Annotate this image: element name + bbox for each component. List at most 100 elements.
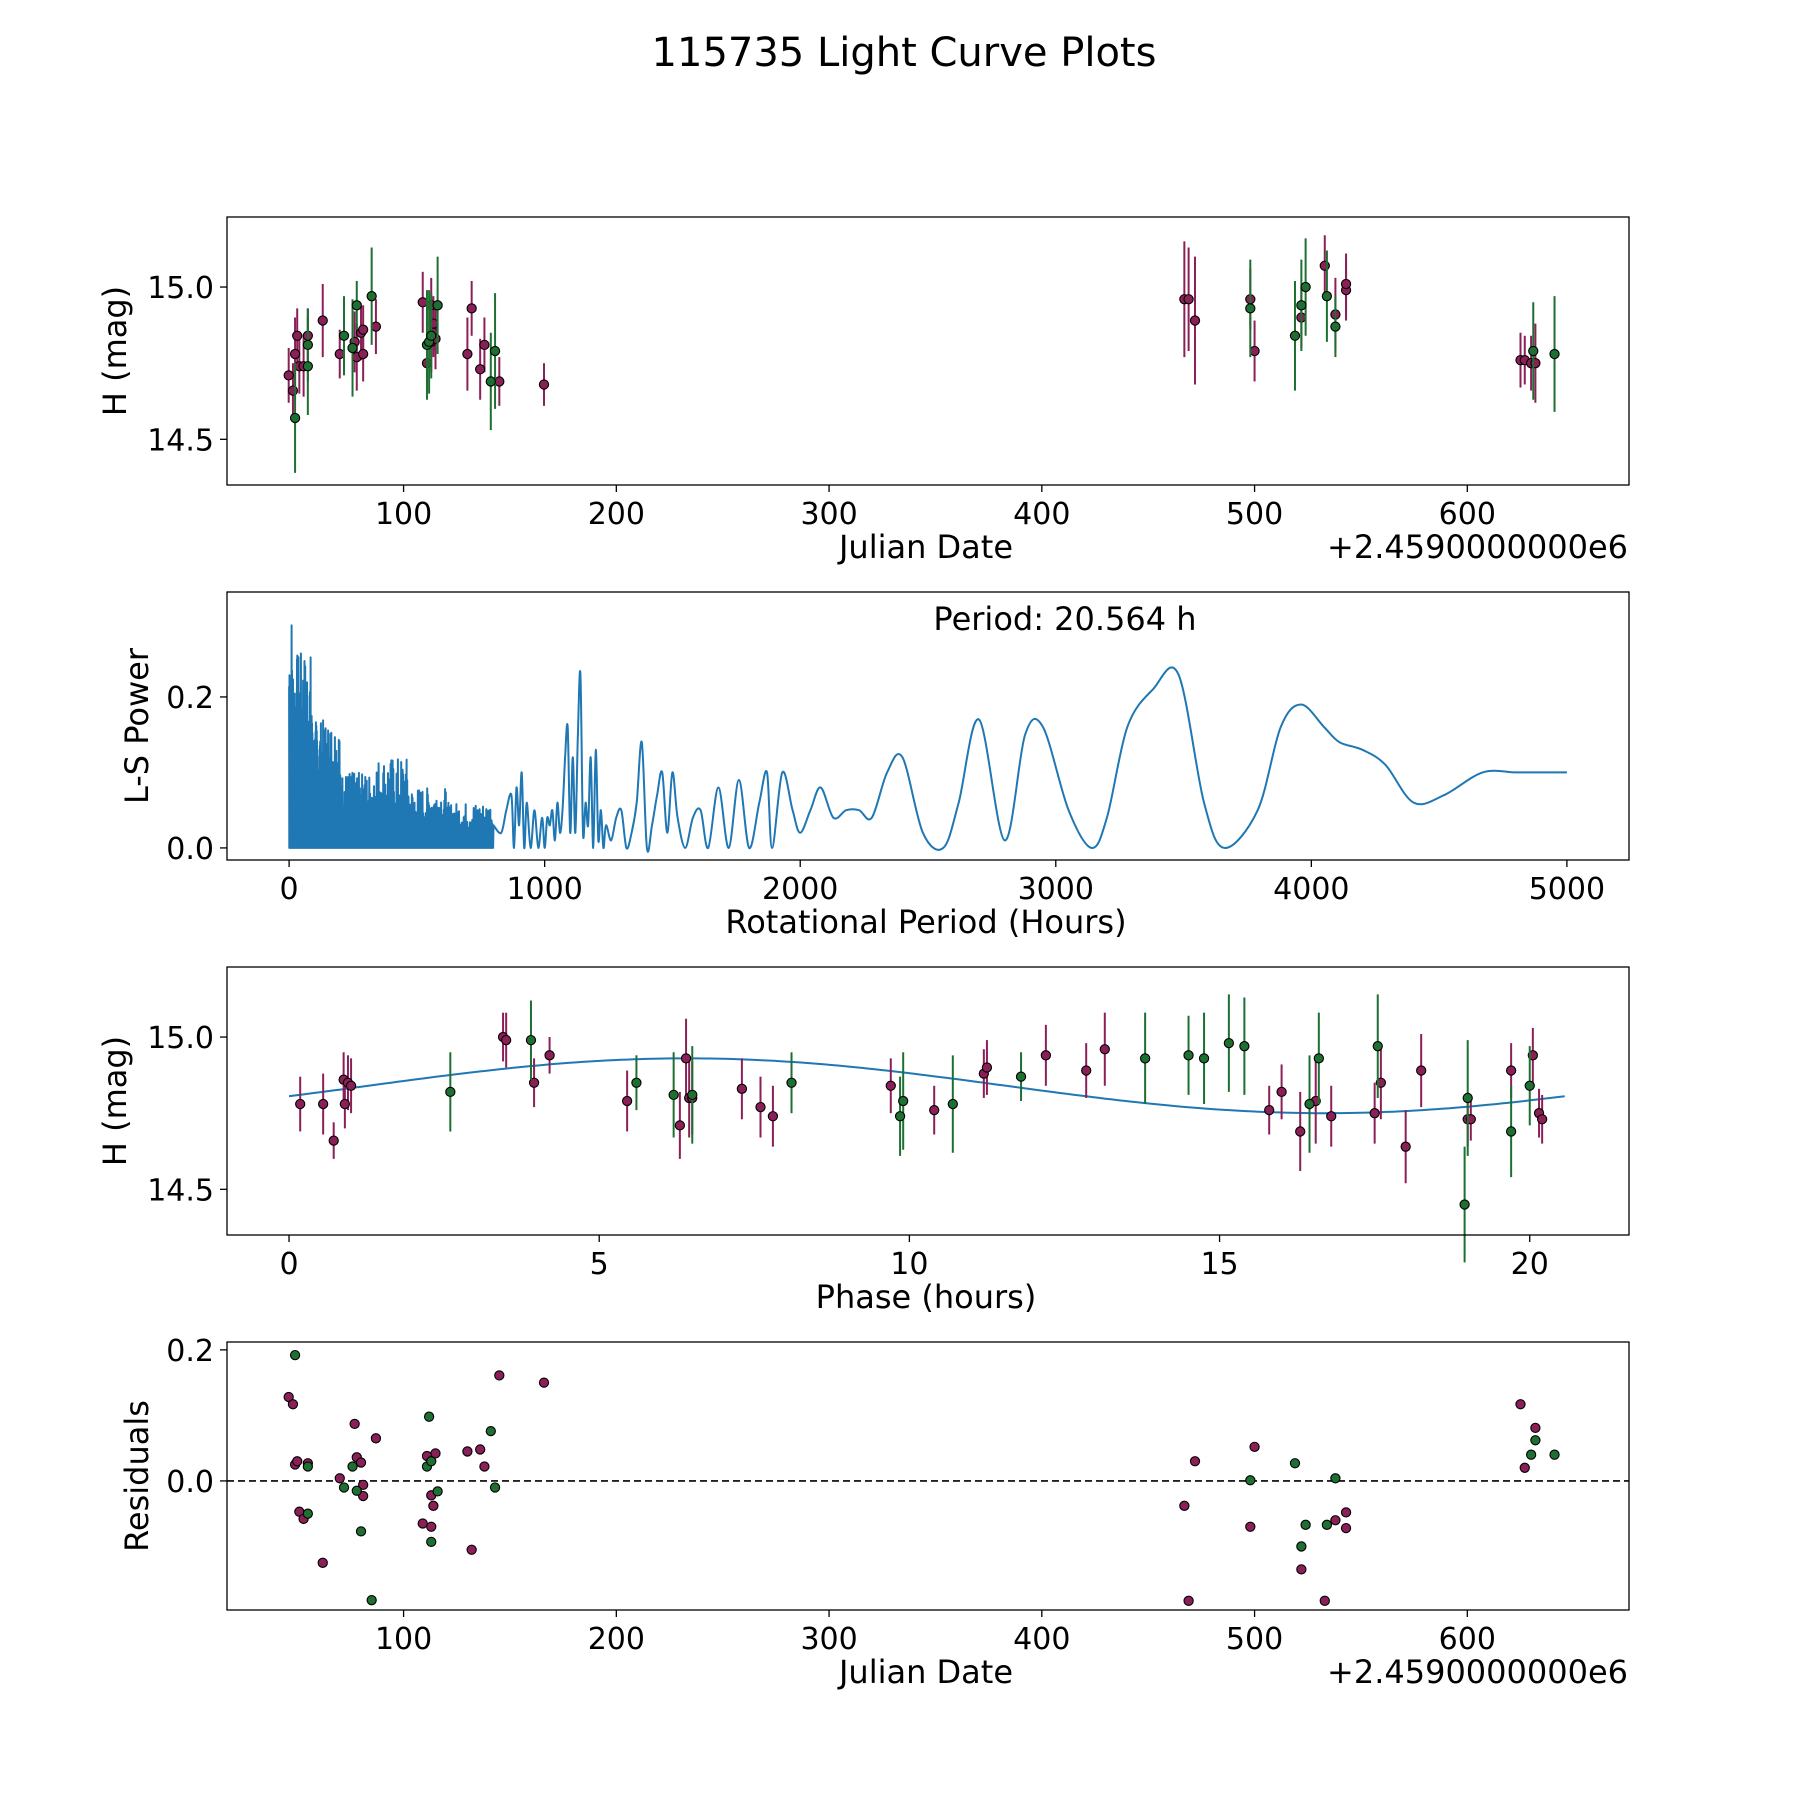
periodogram-x-tick-label: 3000 bbox=[1018, 872, 1094, 907]
phase-y-tick-label: 15.0 bbox=[147, 1021, 214, 1056]
lightcurve-point-maroon bbox=[1340, 278, 1352, 290]
residuals-axes-frame bbox=[226, 1341, 1630, 1611]
lightcurve-point-green bbox=[485, 376, 496, 387]
phase-point-green bbox=[1183, 1050, 1194, 1061]
lightcurve-x-tick-label: 400 bbox=[1013, 497, 1070, 532]
phase-point-green bbox=[1223, 1037, 1235, 1049]
residuals-point-green bbox=[1321, 1519, 1333, 1530]
lightcurve-point-green bbox=[302, 339, 313, 351]
phase-point-green bbox=[1239, 1041, 1250, 1052]
phase-point-maroon bbox=[1416, 1065, 1427, 1076]
residuals-point-green bbox=[432, 1486, 443, 1497]
residuals-point-green bbox=[426, 1536, 437, 1548]
phase-point-green bbox=[1015, 1071, 1027, 1082]
residuals-point-maroon bbox=[370, 1433, 382, 1444]
lightcurve-point-green bbox=[366, 291, 377, 302]
phase-point-green bbox=[898, 1095, 909, 1107]
residuals-panel: 100 200 300 400 500 600 0.0 0.2 Julian Date Re… bbox=[118, 1334, 1630, 1691]
lightcurve-y-tick-label: 14.5 bbox=[147, 423, 214, 458]
residuals-point-green bbox=[1289, 1458, 1301, 1469]
phase-x-tick-label: 20 bbox=[1511, 1247, 1549, 1282]
phase-x-ticks: 0 5 10 15 20 bbox=[279, 1235, 1549, 1282]
phase-x-tick-label: 15 bbox=[1200, 1247, 1238, 1282]
residuals-point-maroon bbox=[1319, 1595, 1330, 1606]
lightcurve-point-green bbox=[432, 300, 443, 311]
periodogram-plot-area bbox=[288, 624, 1567, 853]
residuals-y-ticks: 0.0 0.2 bbox=[166, 1334, 227, 1500]
phase-point-green bbox=[1372, 1041, 1383, 1052]
lightcurve-point-maroon bbox=[475, 364, 486, 375]
lightcurve-point-green bbox=[1296, 300, 1307, 311]
phase-point-maroon bbox=[1295, 1126, 1306, 1137]
phase-point-green bbox=[1462, 1092, 1473, 1104]
residuals-x-tick-label: 400 bbox=[1013, 1622, 1070, 1657]
lightcurve-point-maroon bbox=[370, 321, 382, 332]
lightcurve-panel: 100 200 300 400 500 600 14.515.0 Julian Date … bbox=[96, 216, 1630, 566]
phase-point-green bbox=[631, 1077, 642, 1088]
periodogram-x-tick-label: 5000 bbox=[1529, 872, 1605, 907]
lightcurve-point-maroon bbox=[317, 315, 328, 326]
phase-x-tick-label: 10 bbox=[890, 1247, 928, 1282]
periodogram-x-tick-label: 2000 bbox=[762, 872, 838, 907]
residuals-point-maroon bbox=[1189, 1456, 1201, 1467]
phase-point-green bbox=[445, 1086, 456, 1098]
lightcurve-point-green bbox=[347, 342, 358, 354]
periodogram-line bbox=[288, 624, 1567, 853]
residuals-point-maroon bbox=[358, 1479, 369, 1490]
residuals-point-green bbox=[338, 1482, 350, 1493]
phase-point-maroon bbox=[528, 1077, 540, 1088]
residuals-x-tick-label: 500 bbox=[1226, 1622, 1283, 1657]
phase-point-maroon bbox=[621, 1095, 633, 1107]
residuals-point-maroon bbox=[417, 1518, 428, 1529]
residuals-plot-area bbox=[227, 1349, 1629, 1606]
lightcurve-point-green bbox=[489, 345, 501, 357]
phase-x-axis-label: Phase (hours) bbox=[816, 1278, 1037, 1316]
residuals-point-green bbox=[1530, 1435, 1541, 1446]
phase-y-tick-label: 14.5 bbox=[147, 1173, 214, 1208]
residuals-point-green bbox=[351, 1485, 362, 1496]
lightcurve-point-green bbox=[1289, 330, 1301, 341]
lightcurve-point-maroon bbox=[538, 379, 550, 390]
periodogram-y-tick-label: 0.2 bbox=[166, 681, 214, 716]
residuals-point-green bbox=[1296, 1541, 1307, 1552]
residuals-x-offset-label: +2.4590000000e6 bbox=[1327, 1653, 1628, 1691]
residuals-point-maroon bbox=[349, 1418, 360, 1430]
lightcurve-point-maroon bbox=[334, 348, 345, 360]
residuals-point-maroon bbox=[466, 1544, 477, 1555]
residuals-point-green bbox=[366, 1595, 377, 1606]
phase-x-tick-label: 5 bbox=[590, 1247, 609, 1282]
lightcurve-x-offset-label: +2.4590000000e6 bbox=[1327, 528, 1628, 566]
lightcurve-point-maroon bbox=[1189, 315, 1201, 326]
phase-point-green bbox=[668, 1089, 679, 1101]
residuals-point-maroon bbox=[479, 1461, 490, 1472]
phase-point-green bbox=[947, 1098, 958, 1110]
lightcurve-axes-frame bbox=[226, 216, 1630, 486]
lightcurve-point-maroon bbox=[1249, 345, 1260, 357]
lightcurve-point-green bbox=[351, 300, 362, 311]
residuals-x-tick-label: 100 bbox=[375, 1622, 432, 1657]
lightcurve-point-maroon bbox=[1183, 294, 1194, 305]
residuals-point-green bbox=[347, 1461, 358, 1472]
lightcurve-point-green bbox=[289, 412, 301, 424]
phase-axes-frame bbox=[226, 966, 1630, 1236]
lightcurve-point-green bbox=[338, 330, 350, 341]
phase-y-axis-label: H (mag) bbox=[96, 1036, 134, 1166]
phase-point-maroon bbox=[339, 1098, 351, 1110]
phase-plot-area bbox=[288, 994, 1565, 1263]
phase-point-green bbox=[1304, 1098, 1315, 1110]
phase-point-green bbox=[1139, 1053, 1151, 1064]
phase-point-maroon bbox=[501, 1034, 512, 1046]
residuals-point-maroon bbox=[462, 1446, 473, 1457]
residuals-point-green bbox=[1330, 1473, 1341, 1484]
phase-point-maroon bbox=[1400, 1141, 1411, 1152]
residuals-point-green bbox=[1549, 1449, 1560, 1460]
phase-point-maroon bbox=[1326, 1111, 1337, 1122]
residuals-point-green bbox=[1245, 1475, 1256, 1486]
phase-point-maroon bbox=[736, 1083, 748, 1094]
residuals-y-axis-label: Residuals bbox=[118, 1400, 156, 1552]
residuals-point-maroon bbox=[317, 1557, 328, 1568]
periodogram-panel: 0 1000 2000 3000 4000 5000 0.0 0.2 Period: 20.… bbox=[118, 591, 1630, 941]
phase-point-maroon bbox=[1537, 1114, 1548, 1125]
phase-point-maroon bbox=[929, 1104, 940, 1116]
